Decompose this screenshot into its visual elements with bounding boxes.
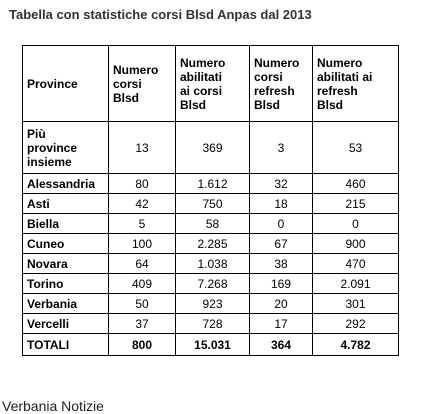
total-label: TOTALI xyxy=(22,333,109,356)
header-corsi: Numero corsi Blsd xyxy=(108,45,176,122)
province-cell: Novara xyxy=(22,253,109,274)
abilitati-cell: 1.612 xyxy=(175,173,250,194)
province-cell: Alessandria xyxy=(22,173,109,194)
abilitati-refresh-cell: 2.091 xyxy=(312,273,399,294)
corsi-cell: 5 xyxy=(108,213,176,234)
province-cell: Più province insieme xyxy=(22,121,109,174)
corsi-cell: 50 xyxy=(108,293,176,314)
table-row: Torino 409 7.268 169 2.091 xyxy=(22,273,399,294)
province-cell: Cuneo xyxy=(22,233,109,254)
abilitati-refresh-cell: 470 xyxy=(312,253,399,274)
refresh-cell: 32 xyxy=(249,173,313,194)
total-row: TOTALI 800 15.031 364 4.782 xyxy=(22,333,399,356)
header-province: Province xyxy=(22,45,109,122)
source-credit: Verbania Notizie xyxy=(2,398,104,414)
corsi-cell: 100 xyxy=(108,233,176,254)
table-row: Cuneo 100 2.285 67 900 xyxy=(22,233,399,254)
refresh-cell: 17 xyxy=(249,313,313,334)
refresh-cell: 38 xyxy=(249,253,313,274)
corsi-cell: 42 xyxy=(108,193,176,214)
province-cell: Asti xyxy=(22,193,109,214)
corsi-cell: 409 xyxy=(108,273,176,294)
corsi-cell: 80 xyxy=(108,173,176,194)
total-corsi: 800 xyxy=(108,333,176,356)
abilitati-refresh-cell: 292 xyxy=(312,313,399,334)
refresh-cell: 0 xyxy=(249,213,313,234)
abilitati-refresh-cell: 53 xyxy=(312,121,399,174)
total-abilitati: 15.031 xyxy=(175,333,250,356)
corsi-cell: 13 xyxy=(108,121,176,174)
province-cell: Torino xyxy=(22,273,109,294)
abilitati-cell: 369 xyxy=(175,121,250,174)
province-cell: Vercelli xyxy=(22,313,109,334)
statistics-table: Province Numero corsi Blsd Numero abilit… xyxy=(22,45,399,356)
abilitati-refresh-cell: 460 xyxy=(312,173,399,194)
province-cell: Verbania xyxy=(22,293,109,314)
corsi-cell: 37 xyxy=(108,313,176,334)
total-abilitati-refresh: 4.782 xyxy=(312,333,399,356)
abilitati-cell: 7.268 xyxy=(175,273,250,294)
table-title: Tabella con statistiche corsi Blsd Anpas… xyxy=(9,7,312,22)
table-row: Biella 5 58 0 0 xyxy=(22,213,399,234)
table-row: Alessandria 80 1.612 32 460 xyxy=(22,173,399,194)
header-abilitati: Numero abilitati ai corsi Blsd xyxy=(175,45,250,122)
table-row: Asti 42 750 18 215 xyxy=(22,193,399,214)
header-refresh: Numero corsi refresh Blsd xyxy=(249,45,313,122)
table-row: Vercelli 37 728 17 292 xyxy=(22,313,399,334)
abilitati-refresh-cell: 301 xyxy=(312,293,399,314)
table-row: Più province insieme 13 369 3 53 xyxy=(22,121,399,174)
header-abilitati-refresh: Numero abilitati ai refresh Blsd xyxy=(312,45,399,122)
abilitati-cell: 58 xyxy=(175,213,250,234)
corsi-cell: 64 xyxy=(108,253,176,274)
refresh-cell: 18 xyxy=(249,193,313,214)
refresh-cell: 67 xyxy=(249,233,313,254)
abilitati-cell: 728 xyxy=(175,313,250,334)
header-row: Province Numero corsi Blsd Numero abilit… xyxy=(22,45,399,122)
refresh-cell: 20 xyxy=(249,293,313,314)
table-row: Novara 64 1.038 38 470 xyxy=(22,253,399,274)
abilitati-cell: 750 xyxy=(175,193,250,214)
abilitati-refresh-cell: 215 xyxy=(312,193,399,214)
refresh-cell: 3 xyxy=(249,121,313,174)
abilitati-cell: 1.038 xyxy=(175,253,250,274)
abilitati-cell: 923 xyxy=(175,293,250,314)
province-cell: Biella xyxy=(22,213,109,234)
total-refresh: 364 xyxy=(249,333,313,356)
refresh-cell: 169 xyxy=(249,273,313,294)
abilitati-refresh-cell: 900 xyxy=(312,233,399,254)
table-row: Verbania 50 923 20 301 xyxy=(22,293,399,314)
abilitati-cell: 2.285 xyxy=(175,233,250,254)
abilitati-refresh-cell: 0 xyxy=(312,213,399,234)
